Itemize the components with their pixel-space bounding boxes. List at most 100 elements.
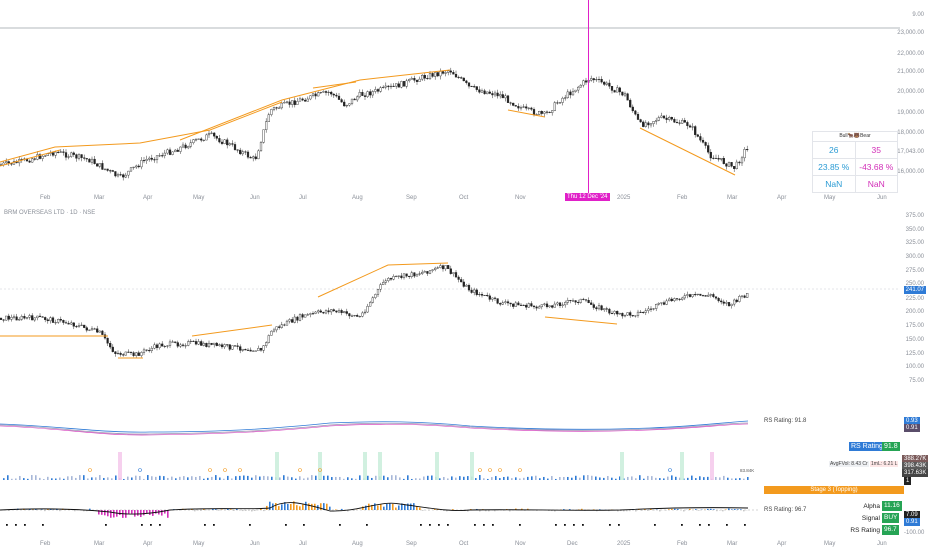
- volume-marker: [478, 468, 482, 472]
- momentum-bar: [326, 503, 328, 510]
- momentum-bar: [383, 506, 385, 510]
- time-label: Aug: [352, 541, 363, 547]
- volume-marker: [488, 468, 492, 472]
- candle-body: [249, 349, 252, 352]
- candle-body: [5, 315, 8, 321]
- time-label: Jun: [877, 541, 887, 547]
- candle-body: [233, 144, 237, 150]
- volume-bar: [331, 477, 333, 480]
- signal-dot: [429, 524, 431, 526]
- momentum-bar: [320, 503, 322, 510]
- candle-body: [418, 273, 421, 275]
- candle-body: [44, 155, 47, 157]
- candle-body: [330, 309, 333, 313]
- candle-body: [46, 153, 49, 156]
- volume-bar: [639, 475, 641, 480]
- volume-bar: [175, 478, 177, 480]
- momentum-bar: [263, 510, 265, 512]
- momentum-bar: [488, 510, 490, 512]
- volume-bar: [735, 478, 737, 480]
- axis-label: 300.00: [905, 254, 924, 260]
- candle-body: [579, 298, 582, 303]
- candle-body: [223, 139, 226, 144]
- candle-body: [717, 297, 720, 302]
- candle-body: [93, 158, 96, 164]
- momentum-bar: [251, 510, 253, 512]
- candle-body: [595, 79, 598, 81]
- time-label: Dec: [567, 541, 578, 547]
- momentum-panel[interactable]: [0, 494, 760, 528]
- candle-body: [631, 106, 634, 112]
- candle-body: [397, 275, 400, 277]
- candle-body: [161, 343, 164, 347]
- volume-bar: [311, 475, 313, 480]
- candle-body: [657, 302, 660, 305]
- candle-body: [392, 276, 395, 280]
- signal-dot: [420, 524, 422, 526]
- axis-label: 225.00: [905, 296, 924, 302]
- momentum-extra-2: 0.91: [904, 518, 920, 526]
- index-chart[interactable]: [0, 0, 900, 200]
- stock-chart[interactable]: [0, 205, 900, 415]
- candle-body: [96, 163, 99, 167]
- axis-label: 9.00: [912, 12, 924, 18]
- candle-body: [592, 304, 595, 308]
- momentum-bar: [563, 509, 565, 510]
- bull-bear-title: Bull🐂🐻Bear: [813, 132, 897, 142]
- candle-body: [582, 80, 585, 86]
- candle-body: [434, 267, 437, 270]
- volume-marker: [298, 468, 302, 472]
- candle-body: [584, 299, 588, 301]
- rs-line-panel[interactable]: [0, 415, 760, 440]
- rs-rating-value: 96.7: [882, 525, 899, 535]
- candle-body: [636, 114, 640, 120]
- volume-bar: [327, 475, 329, 480]
- volume-bar: [151, 476, 153, 480]
- candle-body: [577, 86, 580, 91]
- candle-body: [31, 158, 34, 163]
- volume-bar: [515, 477, 517, 480]
- candle-body: [236, 149, 239, 151]
- candle-body: [519, 304, 523, 306]
- volume-panel[interactable]: [0, 448, 760, 483]
- candle-body: [384, 280, 387, 283]
- signal-dots: [6, 524, 746, 526]
- candle-body: [662, 302, 666, 305]
- candle-body: [735, 161, 738, 169]
- axis-label: 18,000.00: [897, 130, 924, 136]
- volume-bar: [131, 477, 133, 480]
- candle-body: [610, 313, 614, 315]
- candle-body: [140, 160, 143, 168]
- candle-body: [525, 304, 528, 308]
- momentum-bar: [335, 509, 337, 510]
- candle-body: [623, 314, 627, 317]
- volume-bar: [279, 477, 281, 480]
- candle-body: [449, 268, 452, 274]
- candle-body: [553, 303, 556, 308]
- candle-body: [176, 149, 179, 152]
- volume-bar: [187, 477, 189, 480]
- candle-body: [189, 340, 192, 342]
- candle-body: [504, 95, 507, 99]
- volume-bar: [687, 477, 689, 480]
- candle-body: [0, 317, 3, 320]
- volume-value-1: 388.27K: [902, 455, 929, 463]
- momentum-bar: [197, 510, 199, 511]
- volume-bar: [27, 478, 29, 480]
- volume-bar: [287, 476, 289, 480]
- candle-body: [733, 166, 736, 169]
- candle-body: [480, 294, 484, 296]
- momentum-bar: [278, 506, 280, 510]
- candle-body: [462, 281, 465, 287]
- volume-bar: [731, 478, 733, 480]
- candle-body: [740, 295, 744, 297]
- candle-body: [558, 302, 562, 306]
- candle-body: [223, 344, 226, 348]
- candle-body: [257, 150, 260, 160]
- candle-body: [473, 86, 476, 88]
- candle-body: [569, 300, 572, 302]
- candle-body: [738, 296, 741, 302]
- candle-body: [98, 330, 101, 333]
- candle-body: [28, 160, 31, 163]
- candle-body: [517, 106, 520, 109]
